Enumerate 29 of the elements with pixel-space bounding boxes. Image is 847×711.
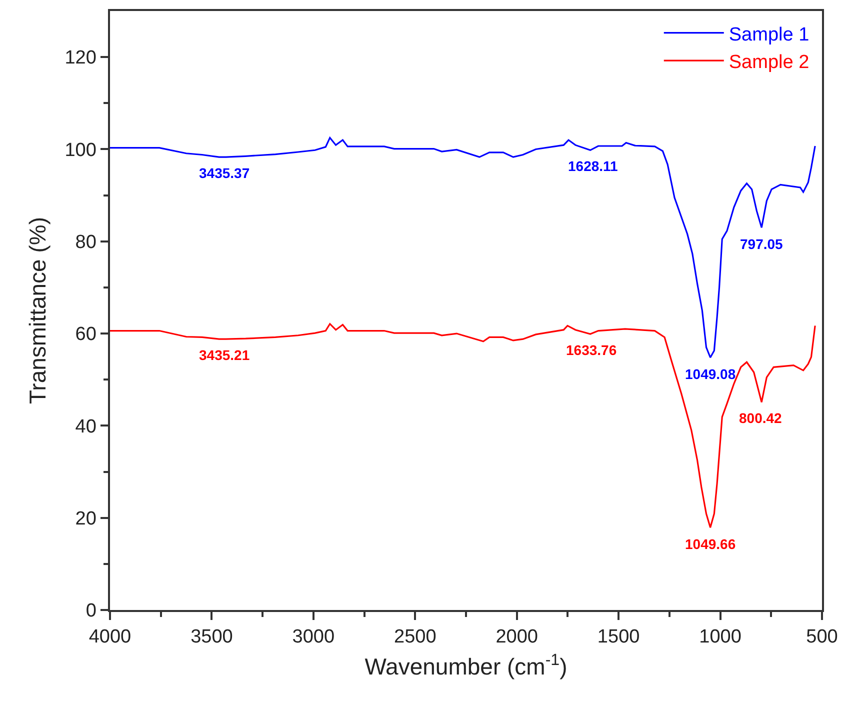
annotation: 800.42 bbox=[739, 410, 782, 426]
y-tick-label: 100 bbox=[64, 140, 96, 161]
legend-label: Sample 1 bbox=[728, 24, 810, 46]
line-series bbox=[110, 136, 816, 358]
x-tick-label: 4000 bbox=[88, 626, 132, 648]
y-tick-label: 20 bbox=[75, 508, 96, 530]
annotation: 3435.37 bbox=[199, 165, 250, 181]
x-tick-label: 1500 bbox=[597, 626, 640, 648]
x-tick-label: 3000 bbox=[292, 626, 335, 648]
annotation: 1628.11 bbox=[568, 158, 618, 174]
legend-label: Sample 2 bbox=[728, 52, 810, 73]
x-tick-label: 3500 bbox=[190, 626, 233, 648]
x-tick-label: 2000 bbox=[496, 626, 538, 648]
annotation: 1049.66 bbox=[685, 536, 736, 552]
annotation: 797.05 bbox=[740, 236, 784, 252]
y-tick-label: 0 bbox=[86, 600, 96, 622]
annotation: 1633.76 bbox=[566, 342, 617, 358]
y-tick-label: 40 bbox=[75, 416, 96, 438]
line-series bbox=[110, 323, 816, 528]
x-tick-label: 500 bbox=[806, 626, 838, 648]
y-axis-title: Transmittance (%) bbox=[24, 216, 51, 404]
y-tick-label: 60 bbox=[75, 324, 96, 346]
y-tick-label: 80 bbox=[75, 232, 96, 254]
x-axis-title: Wavenumber (cm$^{-1}$) bbox=[364, 650, 568, 680]
x-tick-label: 2500 bbox=[394, 626, 436, 648]
annotation: 1049.08 bbox=[685, 366, 736, 382]
x-tick-label: 1000 bbox=[699, 626, 742, 648]
annotation: 3435.21 bbox=[199, 347, 250, 363]
y-tick-label: 120 bbox=[64, 48, 96, 69]
